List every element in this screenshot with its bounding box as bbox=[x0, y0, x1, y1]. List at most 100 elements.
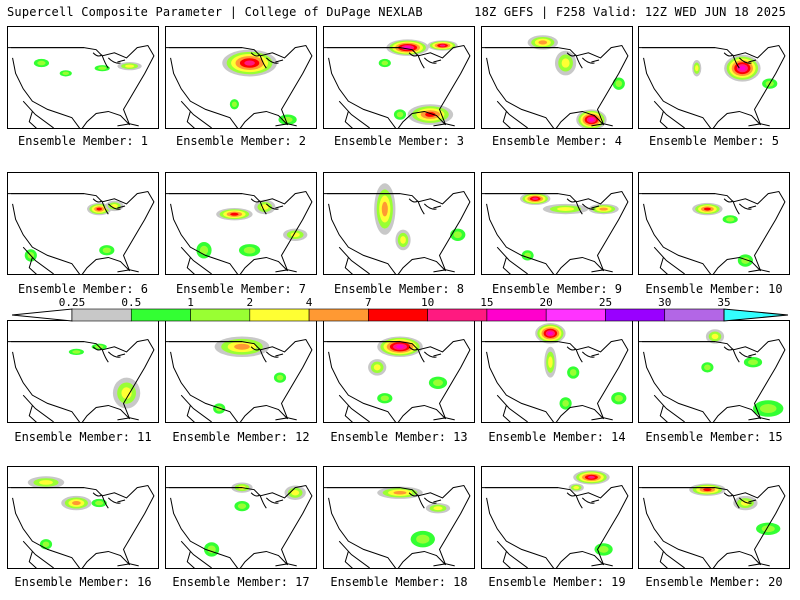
map-svg bbox=[324, 27, 475, 129]
colorbar-tick-label: 20 bbox=[539, 296, 553, 309]
scp-contour bbox=[748, 359, 758, 366]
ensemble-member-label: Ensemble Member: 4 bbox=[491, 134, 623, 148]
colorbar-segment bbox=[664, 308, 725, 322]
coastline bbox=[327, 486, 470, 569]
coastline bbox=[327, 340, 470, 423]
scp-contour bbox=[207, 545, 216, 554]
coastline bbox=[169, 46, 312, 129]
coastline bbox=[23, 247, 53, 275]
ensemble-map-panel bbox=[481, 466, 633, 569]
map-svg bbox=[482, 27, 633, 129]
colorbar-tick-label: 15 bbox=[480, 296, 494, 309]
coastline bbox=[591, 418, 612, 420]
colorbar-tick-label: 0.5 bbox=[121, 296, 142, 309]
coastline bbox=[497, 395, 527, 423]
scp-contour bbox=[453, 231, 462, 239]
ensemble-map-panel bbox=[7, 466, 159, 569]
ensemble-member-label: Ensemble Member: 6 bbox=[17, 282, 149, 296]
scp-contour bbox=[532, 197, 539, 200]
coastline bbox=[23, 101, 53, 129]
scp-contour bbox=[230, 212, 239, 216]
scp-contour bbox=[95, 500, 104, 506]
coastline bbox=[11, 192, 154, 275]
coastline bbox=[275, 564, 296, 566]
coastline bbox=[169, 192, 312, 275]
scp-contour bbox=[598, 546, 609, 553]
coastline bbox=[567, 493, 599, 508]
ensemble-map-panel bbox=[638, 26, 790, 129]
ensemble-map-panel bbox=[323, 26, 475, 129]
scp-contour bbox=[276, 374, 284, 381]
coastline bbox=[251, 347, 283, 362]
coastline bbox=[409, 347, 441, 362]
scp-contour bbox=[62, 71, 70, 76]
ensemble-map-panel bbox=[7, 26, 159, 129]
scp-contour bbox=[439, 44, 446, 47]
ensemble-member-label: Ensemble Member: 2 bbox=[175, 134, 307, 148]
colorbar-segment bbox=[249, 308, 310, 322]
colorbar-segment bbox=[486, 308, 547, 322]
scp-contour bbox=[711, 333, 719, 340]
coastline bbox=[409, 493, 441, 508]
coastline bbox=[654, 101, 684, 129]
ensemble-map-panel bbox=[7, 172, 159, 275]
map-svg bbox=[639, 27, 790, 129]
coastline bbox=[642, 192, 785, 275]
map-svg bbox=[639, 321, 790, 423]
scp-contour bbox=[740, 500, 750, 506]
colorbar-tick-label: 35 bbox=[717, 296, 731, 309]
page-title: Supercell Composite Parameter | College … bbox=[7, 5, 423, 19]
scp-contour bbox=[704, 364, 711, 371]
colorbar-segment bbox=[190, 308, 251, 322]
colorbar-tick-label: 0.25 bbox=[58, 296, 86, 309]
scp-contour bbox=[761, 525, 775, 533]
coastline bbox=[433, 270, 454, 272]
ensemble-map-panel bbox=[481, 320, 633, 423]
coastline bbox=[93, 493, 125, 508]
scp-contour bbox=[373, 364, 381, 371]
scp-contour bbox=[98, 66, 107, 70]
scp-contour bbox=[569, 369, 577, 376]
scp-contour bbox=[234, 343, 250, 350]
coastline bbox=[567, 53, 599, 68]
ensemble-member-label: Ensemble Member: 11 bbox=[14, 430, 152, 444]
coastline bbox=[654, 247, 684, 275]
colorbar bbox=[12, 308, 788, 322]
scp-contour bbox=[562, 400, 569, 407]
scp-contour bbox=[42, 541, 50, 548]
coastline bbox=[117, 418, 138, 420]
coastline bbox=[433, 418, 454, 420]
colorbar-under-arrow bbox=[12, 308, 73, 322]
scp-contour bbox=[739, 65, 746, 71]
coastline bbox=[23, 541, 53, 569]
ensemble-map-panel bbox=[638, 466, 790, 569]
ensemble-member-label: Ensemble Member: 13 bbox=[330, 430, 468, 444]
ensemble-member-label: Ensemble Member: 10 bbox=[645, 282, 783, 296]
map-svg bbox=[166, 321, 317, 423]
map-svg bbox=[8, 27, 159, 129]
coastline bbox=[433, 124, 454, 126]
scp-contour bbox=[695, 65, 699, 72]
coastline bbox=[339, 395, 369, 423]
coastline bbox=[497, 101, 527, 129]
scp-contour bbox=[425, 112, 436, 117]
coastline bbox=[591, 124, 612, 126]
coastline bbox=[339, 541, 369, 569]
scp-contour bbox=[244, 60, 255, 66]
scp-contour bbox=[547, 331, 553, 336]
colorbar-segment bbox=[605, 308, 666, 322]
colorbar-segment bbox=[308, 308, 369, 322]
colorbar-tick-label: 1 bbox=[187, 296, 194, 309]
scp-contour bbox=[102, 247, 111, 254]
coastline bbox=[117, 270, 138, 272]
coastline bbox=[724, 199, 756, 214]
coastline bbox=[251, 199, 283, 214]
ensemble-map-panel bbox=[323, 466, 475, 569]
scp-contour bbox=[237, 503, 247, 509]
coastline bbox=[748, 564, 769, 566]
coastline bbox=[23, 395, 53, 423]
scp-contour bbox=[614, 394, 623, 402]
coastline bbox=[724, 347, 756, 362]
ensemble-member-label: Ensemble Member: 14 bbox=[488, 430, 626, 444]
ensemble-map-panel bbox=[165, 26, 317, 129]
